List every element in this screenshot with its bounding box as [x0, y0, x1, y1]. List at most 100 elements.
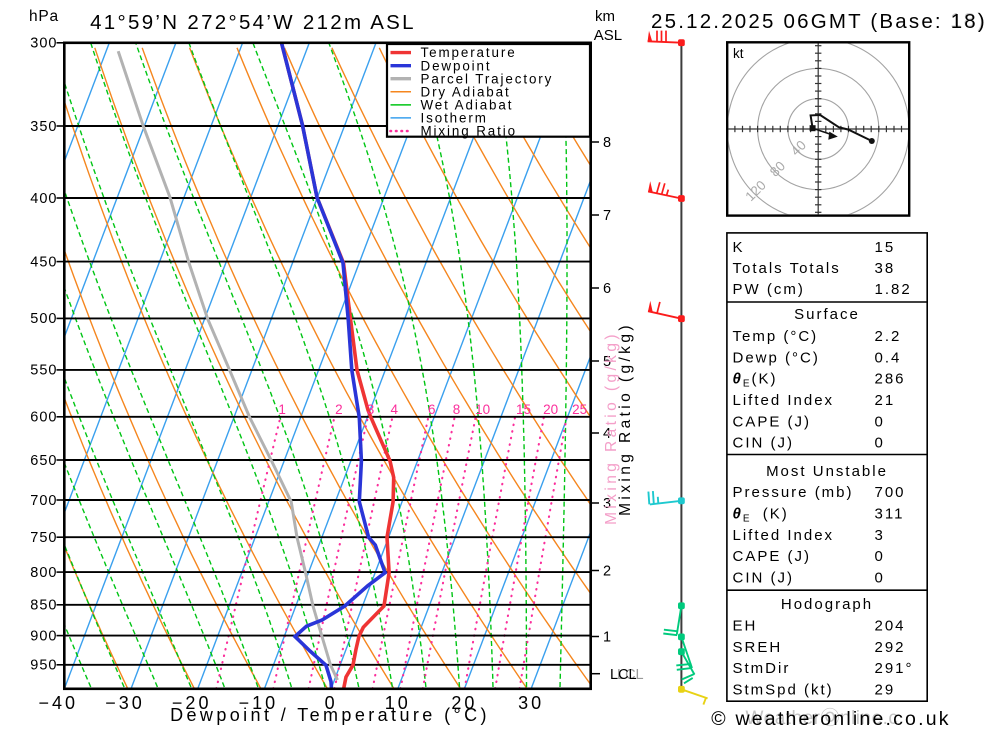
svg-text:800: 800: [30, 565, 57, 581]
svg-text:CAPE (J): CAPE (J): [733, 548, 812, 565]
svg-text:θE(K): θE(K): [733, 371, 778, 390]
svg-text:20: 20: [451, 693, 477, 713]
svg-text:CIN (J): CIN (J): [733, 569, 795, 586]
svg-text:450: 450: [30, 254, 57, 270]
svg-text:25.12.2025 06GMT (Base: 18): 25.12.2025 06GMT (Base: 18): [651, 10, 987, 33]
svg-text:5: 5: [603, 354, 611, 370]
svg-text:286: 286: [875, 371, 906, 388]
svg-text:750: 750: [30, 530, 57, 546]
svg-text:204: 204: [875, 618, 906, 635]
svg-text:Temp (°C): Temp (°C): [733, 328, 819, 345]
svg-text:−40: −40: [39, 693, 79, 713]
svg-text:LCL: LCL: [610, 667, 637, 683]
svg-text:0: 0: [875, 435, 885, 452]
svg-text:−30: −30: [105, 693, 145, 713]
svg-text:Dewp (°C): Dewp (°C): [733, 349, 820, 366]
svg-text:−20: −20: [172, 693, 212, 713]
svg-text:7: 7: [603, 208, 611, 224]
svg-text:0: 0: [875, 548, 885, 565]
svg-text:650: 650: [30, 453, 57, 469]
svg-text:CAPE (J): CAPE (J): [733, 413, 812, 430]
svg-text:3: 3: [875, 527, 885, 544]
svg-text:CIN (J): CIN (J): [733, 435, 795, 452]
svg-text:ASL: ASL: [594, 27, 622, 44]
svg-text:© weatheronline.co.uk: © weatheronline.co.uk: [711, 708, 950, 730]
svg-text:Mixing Ratio: Mixing Ratio: [421, 124, 517, 139]
svg-text:StmDir: StmDir: [733, 660, 791, 677]
svg-text:EH: EH: [733, 618, 758, 635]
svg-text:600: 600: [30, 410, 57, 426]
svg-text:8: 8: [453, 402, 461, 417]
svg-text:Dry Adiabat: Dry Adiabat: [421, 84, 511, 99]
svg-text:kt: kt: [733, 46, 744, 61]
svg-text:500: 500: [30, 311, 57, 327]
svg-text:4: 4: [603, 426, 611, 442]
svg-text:Most Unstable: Most Unstable: [766, 463, 888, 480]
svg-text:−10: −10: [239, 693, 279, 713]
svg-text:Temperature: Temperature: [421, 45, 517, 60]
svg-text:WeatherⓄnline.c: WeatherⓄnline.c: [746, 707, 899, 729]
svg-text:Isotherm: Isotherm: [421, 111, 488, 126]
svg-text:0: 0: [875, 569, 885, 586]
svg-text:350: 350: [30, 119, 57, 135]
svg-text:1.82: 1.82: [875, 281, 912, 298]
svg-text:Lifted Index: Lifted Index: [733, 527, 835, 544]
svg-text:km: km: [595, 8, 615, 25]
svg-text:2: 2: [603, 564, 611, 580]
svg-text:Surface: Surface: [794, 306, 860, 323]
svg-text:15: 15: [875, 239, 896, 256]
svg-text:Lifted Index: Lifted Index: [733, 392, 835, 409]
svg-text:Totals Totals: Totals Totals: [733, 260, 841, 277]
svg-text:3: 3: [603, 496, 611, 512]
svg-text:Wet Adiabat: Wet Adiabat: [421, 98, 514, 113]
svg-text:Hodograph: Hodograph: [781, 596, 873, 613]
svg-text:2.2: 2.2: [875, 328, 902, 345]
svg-text:25: 25: [572, 402, 587, 417]
svg-text:8: 8: [603, 135, 611, 151]
svg-text:41°59’N 272°54’W 212m ASL: 41°59’N 272°54’W 212m ASL: [90, 11, 416, 34]
svg-text:0: 0: [875, 413, 885, 430]
svg-text:550: 550: [30, 363, 57, 379]
svg-text:6: 6: [603, 281, 611, 297]
svg-text:38: 38: [875, 260, 896, 277]
svg-text:Dewpoint: Dewpoint: [421, 58, 492, 73]
svg-text:18): 18): [950, 9, 986, 32]
svg-text:20: 20: [543, 402, 558, 417]
svg-text:StmSpd (kt): StmSpd (kt): [733, 681, 834, 698]
svg-text:292: 292: [875, 639, 906, 656]
svg-text:29: 29: [875, 681, 896, 698]
svg-text:6: 6: [428, 402, 436, 417]
svg-text:hPa: hPa: [29, 8, 59, 25]
svg-text:291°: 291°: [875, 660, 914, 677]
svg-text:SREH: SREH: [733, 639, 783, 656]
svg-text:1: 1: [278, 402, 286, 417]
svg-text:1: 1: [603, 630, 611, 646]
svg-text:80: 80: [767, 158, 788, 179]
svg-text:LCL: LCL: [617, 667, 644, 683]
svg-text:3: 3: [367, 402, 375, 417]
svg-text:950: 950: [30, 658, 57, 674]
svg-text:K: K: [733, 239, 745, 256]
svg-text:Pressure (mb): Pressure (mb): [733, 484, 854, 501]
svg-text:PW (cm): PW (cm): [733, 281, 805, 298]
svg-text:400: 400: [30, 191, 57, 207]
svg-text:Dewpoint / Temperature (°C): Dewpoint / Temperature (°C): [170, 705, 490, 725]
svg-text:4: 4: [391, 402, 399, 417]
svg-text:10: 10: [475, 402, 490, 417]
svg-text:311: 311: [875, 506, 905, 523]
svg-text:300: 300: [30, 36, 57, 52]
svg-text:700: 700: [875, 484, 906, 501]
svg-text:0.4: 0.4: [875, 349, 902, 366]
svg-text:10: 10: [385, 693, 411, 713]
svg-text:0: 0: [325, 693, 338, 713]
svg-text:15: 15: [516, 402, 531, 417]
svg-text:Mixing Ratio (g/kg): Mixing Ratio (g/kg): [603, 331, 620, 525]
svg-text:21: 21: [875, 392, 896, 409]
svg-text:2: 2: [335, 402, 343, 417]
svg-text:Mixing Ratio (g/kg): Mixing Ratio (g/kg): [617, 322, 634, 516]
svg-text:850: 850: [30, 598, 57, 614]
svg-text:θE (K): θE (K): [733, 506, 789, 525]
svg-text:30: 30: [518, 693, 544, 713]
svg-text:900: 900: [30, 628, 57, 644]
svg-text:700: 700: [30, 493, 57, 509]
